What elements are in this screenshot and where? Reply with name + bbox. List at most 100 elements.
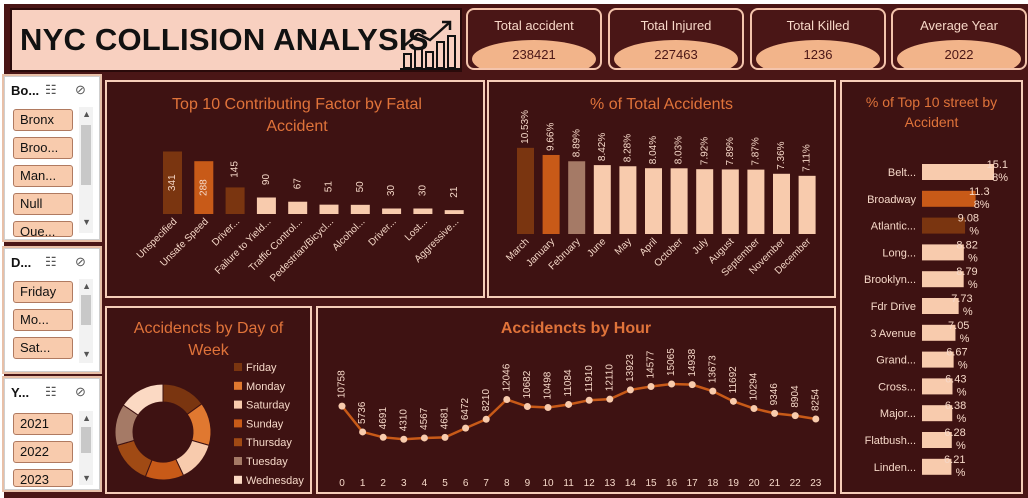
street-category-label: Brooklyn... (864, 274, 916, 286)
legend-swatch (234, 438, 242, 447)
month-bar (721, 169, 739, 234)
factor-category-label: Driver... (367, 216, 399, 248)
hour-tick-label: 10 (542, 478, 554, 489)
factor-data-label: 30 (386, 185, 397, 197)
multi-select-icon[interactable]: ☷ (45, 254, 57, 269)
factor-bar (225, 187, 245, 214)
slicer-item[interactable]: Que... (13, 221, 73, 237)
hour-tick-label: 1 (360, 478, 366, 489)
borough-slicer[interactable]: Bo... ☷ ⊘ Bronx Broo... Man... Null Que.… (4, 76, 100, 240)
factor-bar (444, 210, 464, 214)
year-slicer[interactable]: Y... ☷ ⊘ 2021 2022 2023 ▲ ▼ (4, 378, 100, 490)
slicer-header: Y... (11, 385, 30, 400)
scroll-up-icon[interactable]: ▲ (82, 281, 91, 291)
legend-swatch (234, 419, 242, 428)
month-bar (747, 169, 765, 234)
legend-swatch (234, 457, 242, 465)
street-data-label-unit: 8% (992, 172, 1008, 184)
street-data-label-unit: % (956, 440, 966, 452)
month-panel: % of Total Accidents 10.53% March 9.66% Jan… (487, 80, 836, 298)
scroll-down-icon[interactable]: ▼ (82, 473, 91, 483)
kpi-ellipse (614, 40, 738, 68)
street-data-label: 7.73 (951, 293, 972, 305)
scroll-down-icon[interactable]: ▼ (82, 217, 91, 227)
slicer-item[interactable]: Mo... (13, 309, 73, 331)
street-data-label-unit: % (960, 333, 970, 345)
clear-filter-icon[interactable]: ⊘ (75, 82, 86, 97)
slicer-item[interactable]: Null (13, 193, 73, 215)
street-data-label-unit: % (956, 467, 966, 479)
legend-label: Wednesday (246, 475, 304, 487)
hour-tick-label: 12 (584, 478, 596, 489)
street-data-label: 6.67 (946, 347, 967, 359)
slicer-item[interactable]: 2022 (13, 441, 73, 463)
month-bar (568, 161, 586, 234)
hour-data-label: 10758 (337, 370, 348, 398)
scrollbar-thumb[interactable] (81, 295, 91, 325)
hour-data-label: 8904 (790, 385, 801, 408)
scroll-up-icon[interactable]: ▲ (82, 413, 91, 423)
hour-tick-label: 9 (525, 478, 531, 489)
month-category-label: April (638, 236, 660, 258)
multi-select-icon[interactable]: ☷ (45, 384, 57, 399)
slicer-scrollbar[interactable] (79, 411, 93, 485)
hour-tick-label: 18 (707, 478, 719, 489)
legend-label: Monday (246, 381, 286, 393)
hour-point (750, 405, 758, 413)
scrollbar-thumb[interactable] (81, 125, 91, 185)
clear-filter-icon[interactable]: ⊘ (75, 384, 86, 399)
street-data-label-unit: % (968, 279, 978, 291)
kpi-value: 227463 (654, 47, 698, 62)
street-bar (922, 378, 953, 395)
street-category-label: 3 Avenue (870, 328, 916, 340)
hour-point (400, 435, 408, 443)
hour-tick-label: 21 (769, 478, 781, 489)
hour-tick-label: 22 (790, 478, 802, 489)
street-category-label: Atlantic... (871, 221, 916, 233)
factor-bar (350, 204, 370, 214)
hour-tick-label: 19 (728, 478, 740, 489)
slicer-item[interactable]: 2023 (13, 469, 73, 487)
month-category-label: July (690, 236, 710, 256)
kpi-ellipse (756, 40, 880, 68)
hour-point (668, 380, 676, 388)
hour-data-label: 8210 (481, 389, 492, 412)
slicer-scrollbar[interactable] (79, 107, 93, 233)
slicer-item[interactable]: Broo... (13, 137, 73, 159)
street-category-label: Fdr Drive (871, 301, 916, 313)
street-bar (922, 271, 964, 288)
slicer-item[interactable]: 2021 (13, 413, 73, 435)
kpi-total-killed: Total Killed 1236 (750, 8, 886, 70)
hour-point (688, 381, 696, 389)
slicer-item[interactable]: Man... (13, 165, 73, 187)
slicer-item[interactable]: Friday (13, 281, 73, 303)
slicer-scrollbar[interactable] (79, 279, 93, 363)
street-bar (922, 244, 964, 261)
month-category-label: October (652, 236, 685, 269)
hour-data-label: 12110 (604, 364, 615, 392)
street-data-label: 6.28 (944, 427, 965, 439)
multi-select-icon[interactable]: ☷ (45, 82, 57, 97)
kpi-value: 1236 (803, 47, 833, 62)
street-data-label: 11.3 (969, 186, 990, 198)
factor-data-label: 90 (261, 174, 272, 186)
scroll-down-icon[interactable]: ▼ (82, 349, 91, 359)
month-bar (670, 168, 688, 234)
hour-series-line (341, 382, 817, 441)
street-data-label-unit: % (956, 413, 966, 425)
day-slicer[interactable]: D... ☷ ⊘ Friday Mo... Sat... ▲ ▼ (4, 248, 100, 372)
factor-data-label: 21 (449, 186, 460, 198)
street-data-label: 6.21 (944, 454, 965, 466)
month-data-label: 10.53% (520, 110, 531, 144)
street-category-label: Long... (882, 247, 916, 259)
clear-filter-icon[interactable]: ⊘ (75, 254, 86, 269)
street-panel: % of Top 10 street by Accident Belt... 15… (840, 80, 1023, 494)
factor-data-label: 51 (324, 181, 335, 193)
slicer-item[interactable]: Bronx (13, 109, 73, 131)
hour-tick-label: 6 (463, 478, 469, 489)
slicer-item[interactable]: Sat... (13, 337, 73, 359)
scrollbar-thumb[interactable] (81, 427, 91, 453)
chart-trend-icon (400, 20, 460, 70)
scroll-up-icon[interactable]: ▲ (82, 109, 91, 119)
